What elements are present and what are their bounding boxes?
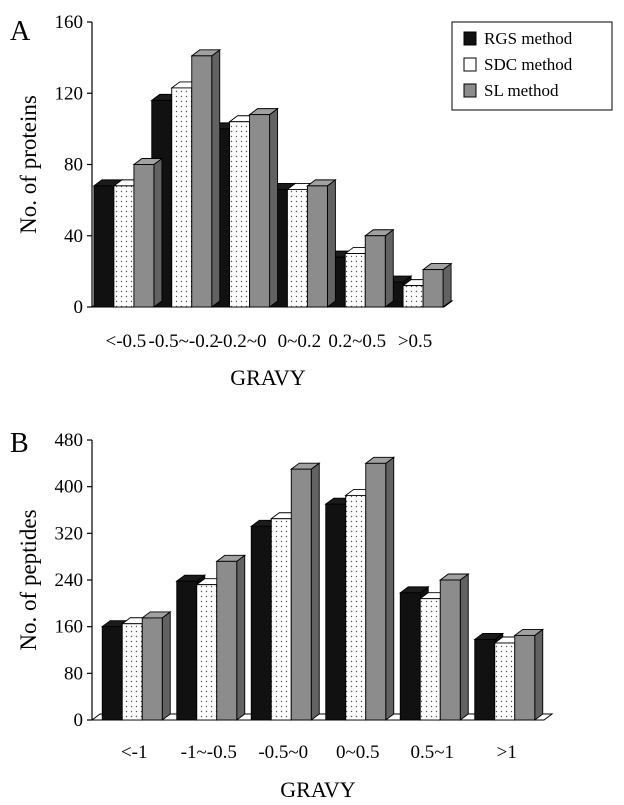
bar-front [402,285,424,308]
bar-front [419,598,441,721]
bar-side [326,178,336,308]
y-tick-label: 80 [64,155,83,176]
y-tick-label: 0 [74,297,84,318]
legend-box [451,21,613,111]
bar-B-2-4 [438,573,470,721]
bar-A-2-4 [363,228,395,308]
panel-label: B [10,428,29,459]
bar-front [93,185,115,308]
x-axis-label: GRAVY [280,777,356,802]
bar-A-2-2 [248,107,279,308]
chart-panel-A: A 0 40 80 120 160 <-0.5 -0.5~-0.2-0.2~0 0~0.2 0.2… [10,12,613,390]
bar-side [384,228,394,308]
bar-A-2-5 [421,262,453,308]
x-axis-label: GRAVY [230,365,306,390]
x-tick-label: 0~0.2 [278,331,322,352]
x-tick-label: >0.5 [398,331,432,352]
y-tick-label: 120 [55,83,84,104]
chart-layer: A 0 40 80 120 160 <-0.5 -0.5~-0.2-0.2~0 0~0.2 0.2… [10,12,613,802]
bar-front [133,164,155,308]
bar-front [216,560,238,721]
legend-swatch-2 [463,83,477,98]
legend: RGS method SDC method SL method [451,21,613,111]
bar-B-2-0 [140,611,172,721]
bar-side [153,157,163,308]
y-tick-label: 320 [55,523,84,544]
x-tick-label: -0.5~-0.2 [149,331,219,352]
bar-front [494,642,516,721]
y-tick-label: 40 [64,226,83,247]
bar-B-2-2 [289,462,321,721]
y-tick-label: 480 [55,430,84,451]
bar-B-2-1 [215,554,247,721]
x-tick-label: 0~0.5 [336,742,380,763]
y-tick-label: 400 [55,477,84,498]
bar-front [249,114,271,308]
bar-side [385,456,395,721]
bar-B-2-3 [364,456,396,721]
bar-front [474,639,496,721]
bar-side [459,573,469,721]
bar-side [534,628,544,721]
x-tick-label: 0.5~1 [410,742,454,763]
bar-front [176,580,198,721]
y-axis-label: No. of proteins [16,95,41,234]
bar-front [439,579,461,721]
bar-front [306,185,328,308]
bar-front [191,55,213,308]
bar-front [399,592,421,721]
legend-entry-2: SL method [484,81,559,100]
x-tick-label: -0.5~0 [258,742,308,763]
bar-side [269,107,279,308]
bar-front [325,503,347,721]
x-tick-label: -0.2~0 [217,331,267,352]
y-tick-label: 240 [55,570,84,591]
bar-side [442,262,452,308]
panel-label: A [10,16,31,47]
bar-front [196,584,218,721]
bar-side [310,462,320,721]
bar-front [514,634,536,721]
bar-front [290,468,312,721]
x-tick-label: <-0.5 [106,331,147,352]
bar-side [211,48,221,308]
bar-front [141,617,163,721]
y-tick-label: 160 [55,12,84,33]
legend-entry-1: SDC method [484,55,573,74]
bar-front [422,269,444,308]
bar-A-2-1 [190,48,222,308]
bar-front [171,87,193,308]
bar-A-2-3 [306,178,337,308]
bar-side [236,554,246,721]
bar-front [344,253,366,308]
x-tick-label: <-1 [121,742,148,763]
x-tick-label: 0.2~0.5 [328,331,386,352]
bar-front [250,525,272,721]
y-tick-label: 80 [64,663,83,684]
bar-side [161,611,171,721]
bar-front [113,185,135,308]
bar-front [121,623,143,721]
legend-swatch-0 [463,31,477,46]
bar-front [270,518,292,721]
bar-front [101,626,123,721]
bar-front [365,462,387,721]
legend-entry-0: RGS method [484,29,573,48]
x-tick-label: >1 [497,742,517,763]
bar-A-2-0 [132,157,164,308]
legend-swatch-1 [463,57,477,72]
bar-front [364,235,386,308]
y-tick-label: 0 [74,710,84,731]
chart-panel-B: B 0 80 160 240 320 400 480 <-1 -1~-0.5 -0.5~0 0~0.5… [10,428,554,802]
y-axis-label: No. of peptides [16,509,41,650]
bar-front [229,121,251,308]
bar-front [345,494,367,721]
x-tick-label: -1~-0.5 [181,742,237,763]
bar-B-2-5 [513,628,545,721]
y-tick-label: 160 [55,617,84,638]
bar-front [286,188,308,308]
